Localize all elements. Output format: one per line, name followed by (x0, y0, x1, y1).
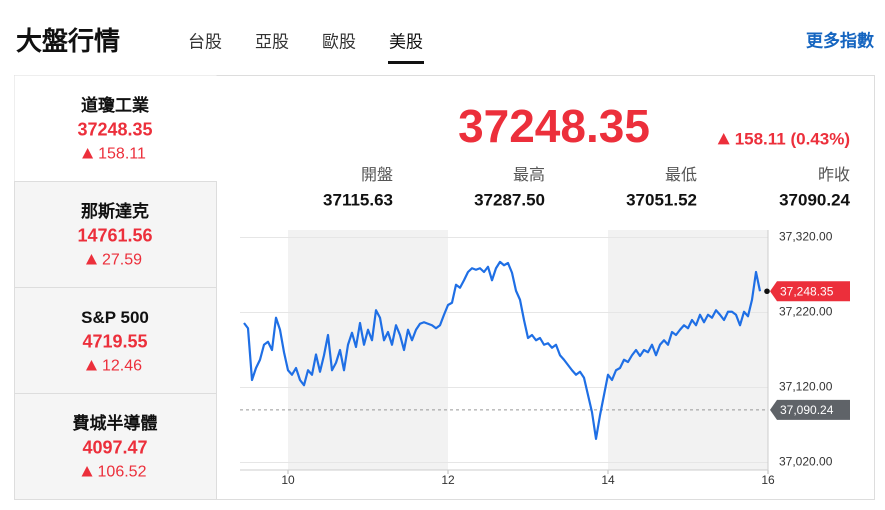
up-arrow (85, 360, 97, 371)
x-tick-label: 16 (761, 473, 775, 487)
quote-change: 158.11 (0.43%) (735, 129, 850, 148)
tab[interactable]: 歐股 (322, 32, 356, 51)
up-arrow (82, 148, 94, 159)
stat-label: 最低 (665, 166, 697, 184)
y-tick-label: 37,220.00 (779, 305, 833, 319)
page-title: 大盤行情 (16, 26, 120, 56)
index-change: 27.59 (102, 252, 142, 269)
up-arrow (81, 466, 93, 477)
price-line (243, 260, 762, 440)
last-price-label: 37,248.35 (780, 284, 834, 298)
more-link[interactable]: 更多指數 (806, 30, 874, 50)
session-band (288, 230, 448, 470)
stat-label: 昨收 (818, 166, 850, 184)
stat-value: 37090.24 (779, 190, 850, 209)
index-name: 費城半導體 (73, 413, 158, 433)
tab-underline (388, 61, 424, 64)
index-change: 158.11 (98, 146, 146, 163)
x-tick-label: 14 (601, 473, 615, 487)
stat-label: 開盤 (361, 166, 393, 184)
quote-price: 37248.35 (458, 100, 650, 152)
index-change: 106.52 (98, 464, 147, 481)
x-tick-label: 10 (281, 473, 295, 487)
last-price-box (770, 281, 850, 302)
index-change: 12.46 (102, 358, 142, 375)
y-tick-label: 37,120.00 (779, 380, 833, 394)
x-tick-label: 12 (441, 473, 455, 487)
stat-value: 37115.63 (323, 190, 393, 209)
index-price: 4719.55 (82, 331, 147, 351)
stat-value: 37051.52 (626, 190, 697, 209)
index-name: S&P 500 (81, 308, 149, 327)
last-point (764, 288, 770, 295)
y-tick-label: 37,020.00 (779, 455, 833, 469)
stat-value: 37287.50 (474, 190, 545, 209)
tab[interactable]: 美股 (389, 32, 423, 51)
index-item[interactable] (14, 393, 217, 500)
index-name: 道瓊工業 (81, 95, 149, 115)
session-band (608, 230, 768, 470)
reference-box (770, 399, 850, 420)
up-arrow (717, 133, 730, 145)
up-arrow (85, 254, 97, 265)
stat-label: 最高 (513, 166, 545, 184)
index-price: 4097.47 (82, 437, 147, 457)
index-item-active[interactable] (14, 75, 217, 182)
index-price: 14761.56 (77, 225, 152, 245)
tab[interactable]: 台股 (188, 32, 222, 51)
tab[interactable]: 亞股 (255, 32, 289, 51)
index-price: 37248.35 (77, 119, 152, 139)
index-item[interactable] (14, 287, 217, 394)
y-tick-label: 37,320.00 (779, 230, 833, 244)
reference-label: 37,090.24 (780, 403, 834, 417)
index-name: 那斯達克 (81, 201, 149, 221)
